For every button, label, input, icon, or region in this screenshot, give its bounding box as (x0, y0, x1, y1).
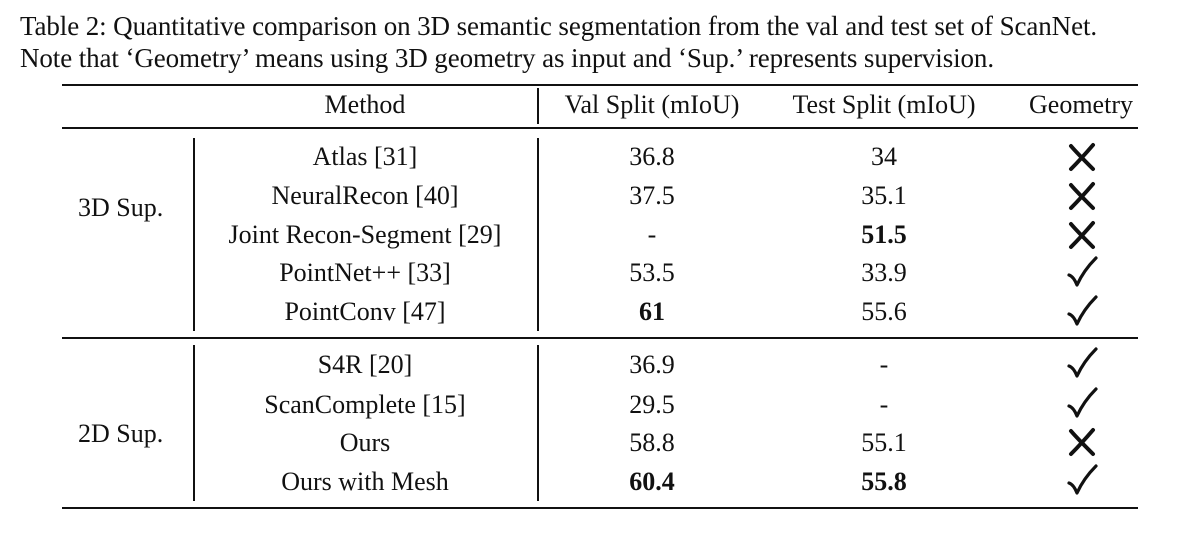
test-cell: 55.1 (861, 428, 907, 457)
check-mark-icon (1067, 256, 1098, 287)
header-test-split: Test Split (mIoU) (792, 90, 976, 119)
header-method: Method (324, 90, 406, 119)
group-divider-rule (62, 337, 1138, 339)
caption-line-1: Table 2: Quantitative comparison on 3D s… (20, 11, 1098, 41)
test-cell: 33.9 (861, 258, 907, 287)
bottom-rule (62, 507, 1138, 509)
cross-mark-icon (1069, 428, 1095, 456)
check-mark-icon (1067, 347, 1098, 378)
header-val-split: Val Split (mIoU) (564, 90, 740, 119)
check-mark-icon (1067, 387, 1098, 418)
test-cell: 51.5 (861, 220, 907, 249)
table-caption: Table 2: Quantitative comparison on 3D s… (20, 10, 1190, 74)
caption-line-2: Note that ‘Geometry’ means using 3D geom… (20, 43, 994, 73)
method-cell: Joint Recon-Segment [29] (228, 220, 502, 249)
group-label-2d-sup: 2D Sup. (78, 419, 164, 448)
method-cell: ScanComplete [15] (264, 390, 466, 419)
val-cell: 37.5 (629, 181, 675, 210)
check-mark-icon (1067, 295, 1098, 326)
method-cell: Ours with Mesh (281, 467, 449, 496)
val-cell: 53.5 (629, 258, 675, 287)
check-mark-icon (1067, 464, 1098, 495)
val-cell: 36.8 (629, 142, 675, 171)
header-geometry: Geometry (1029, 90, 1133, 119)
test-cell: - (879, 390, 889, 419)
cross-mark-icon (1069, 182, 1095, 210)
method-cell: NeuralRecon [40] (271, 181, 459, 210)
group-label-3d-sup: 3D Sup. (78, 193, 164, 222)
val-cell: 29.5 (629, 390, 675, 419)
test-cell: 35.1 (861, 181, 907, 210)
val-cell: 60.4 (629, 467, 675, 496)
method-cell: S4R [20] (317, 350, 413, 379)
test-cell: 55.8 (861, 467, 907, 496)
top-rule (62, 84, 1138, 86)
cross-mark-icon (1069, 221, 1095, 249)
method-cell: Ours (339, 428, 391, 457)
val-cell: - (647, 220, 657, 249)
method-cell: PointNet++ [33] (279, 258, 451, 287)
test-cell: 55.6 (861, 297, 907, 326)
group2-column-divider (193, 345, 195, 501)
header-rule (62, 127, 1138, 129)
method-cell: PointConv [47] (284, 297, 446, 326)
header-column-divider (537, 88, 539, 124)
method-cell: Atlas [31] (312, 142, 418, 171)
cross-mark-icon (1069, 143, 1095, 171)
group1-method-divider (537, 138, 539, 331)
group1-column-divider (193, 138, 195, 331)
val-cell: 58.8 (629, 428, 675, 457)
val-cell: 36.9 (629, 350, 675, 379)
test-cell: 34 (871, 142, 897, 171)
test-cell: - (879, 350, 889, 379)
val-cell: 61 (639, 297, 665, 326)
group2-method-divider (537, 345, 539, 501)
